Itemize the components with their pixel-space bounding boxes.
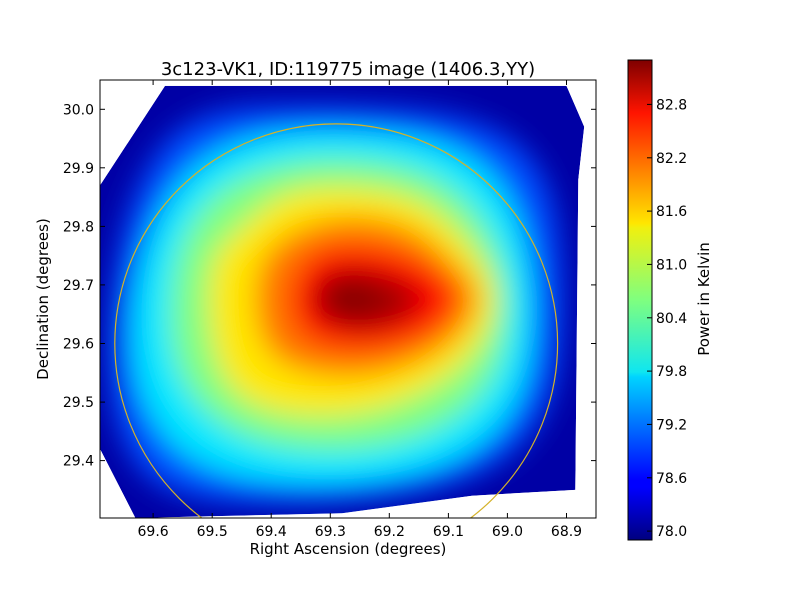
y-tick-label: 30.0: [63, 102, 94, 118]
x-tick-label: 68.9: [551, 524, 582, 540]
y-tick-label: 29.9: [63, 161, 94, 177]
colorbar-tick-label: 82.8: [656, 97, 687, 113]
x-tick-label: 69.2: [374, 524, 405, 540]
y-axis: 30.0 29.9 29.8 29.7 29.6 29.5 29.4: [63, 102, 596, 470]
chart-title: 3c123-VK1, ID:119775 image (1406.3,YY): [161, 59, 535, 80]
colorbar-tick-label: 78.0: [656, 524, 687, 540]
colorbar-tick-label: 82.2: [656, 151, 687, 167]
colorbar-tick-label: 81.6: [656, 204, 687, 220]
colorbar-tick-label: 79.2: [656, 417, 687, 433]
colorbar-tick-label: 81.0: [656, 257, 687, 273]
colorbar-tick-label: 79.8: [656, 364, 687, 380]
x-tick-label: 69.4: [256, 524, 287, 540]
colorbar-gradient: [627, 59, 653, 541]
colorbar-tick-label: 80.4: [656, 311, 687, 327]
x-tick-label: 69.3: [315, 524, 346, 540]
colorbar-label: Power in Kelvin: [695, 242, 713, 356]
y-tick-label: 29.5: [63, 395, 94, 411]
colorbar-tick-label: 78.6: [656, 471, 687, 487]
heatmap-peak: [314, 277, 382, 322]
x-axis-label: Right Ascension (degrees): [250, 540, 447, 558]
x-tick-label: 69.6: [138, 524, 169, 540]
y-tick-label: 29.4: [63, 454, 94, 470]
heatmap: [100, 85, 585, 518]
x-tick-label: 69.0: [492, 524, 523, 540]
x-tick-label: 69.1: [433, 524, 464, 540]
y-tick-label: 29.8: [63, 219, 94, 235]
y-tick-label: 29.6: [63, 337, 94, 353]
beam-circle: [114, 123, 559, 518]
x-tick-label: 69.5: [197, 524, 228, 540]
colorbar: 78.0 78.6 79.2 79.8 80.4 81.0 81.6 82.2 82.8 Pow…: [627, 59, 713, 541]
y-axis-label: Declination (degrees): [34, 218, 52, 380]
x-axis: 69.6 69.5 69.4 69.3 69.2 69.1 69.0 68.9: [138, 80, 582, 540]
y-tick-label: 29.7: [63, 278, 94, 294]
plot-frame: [99, 79, 597, 519]
